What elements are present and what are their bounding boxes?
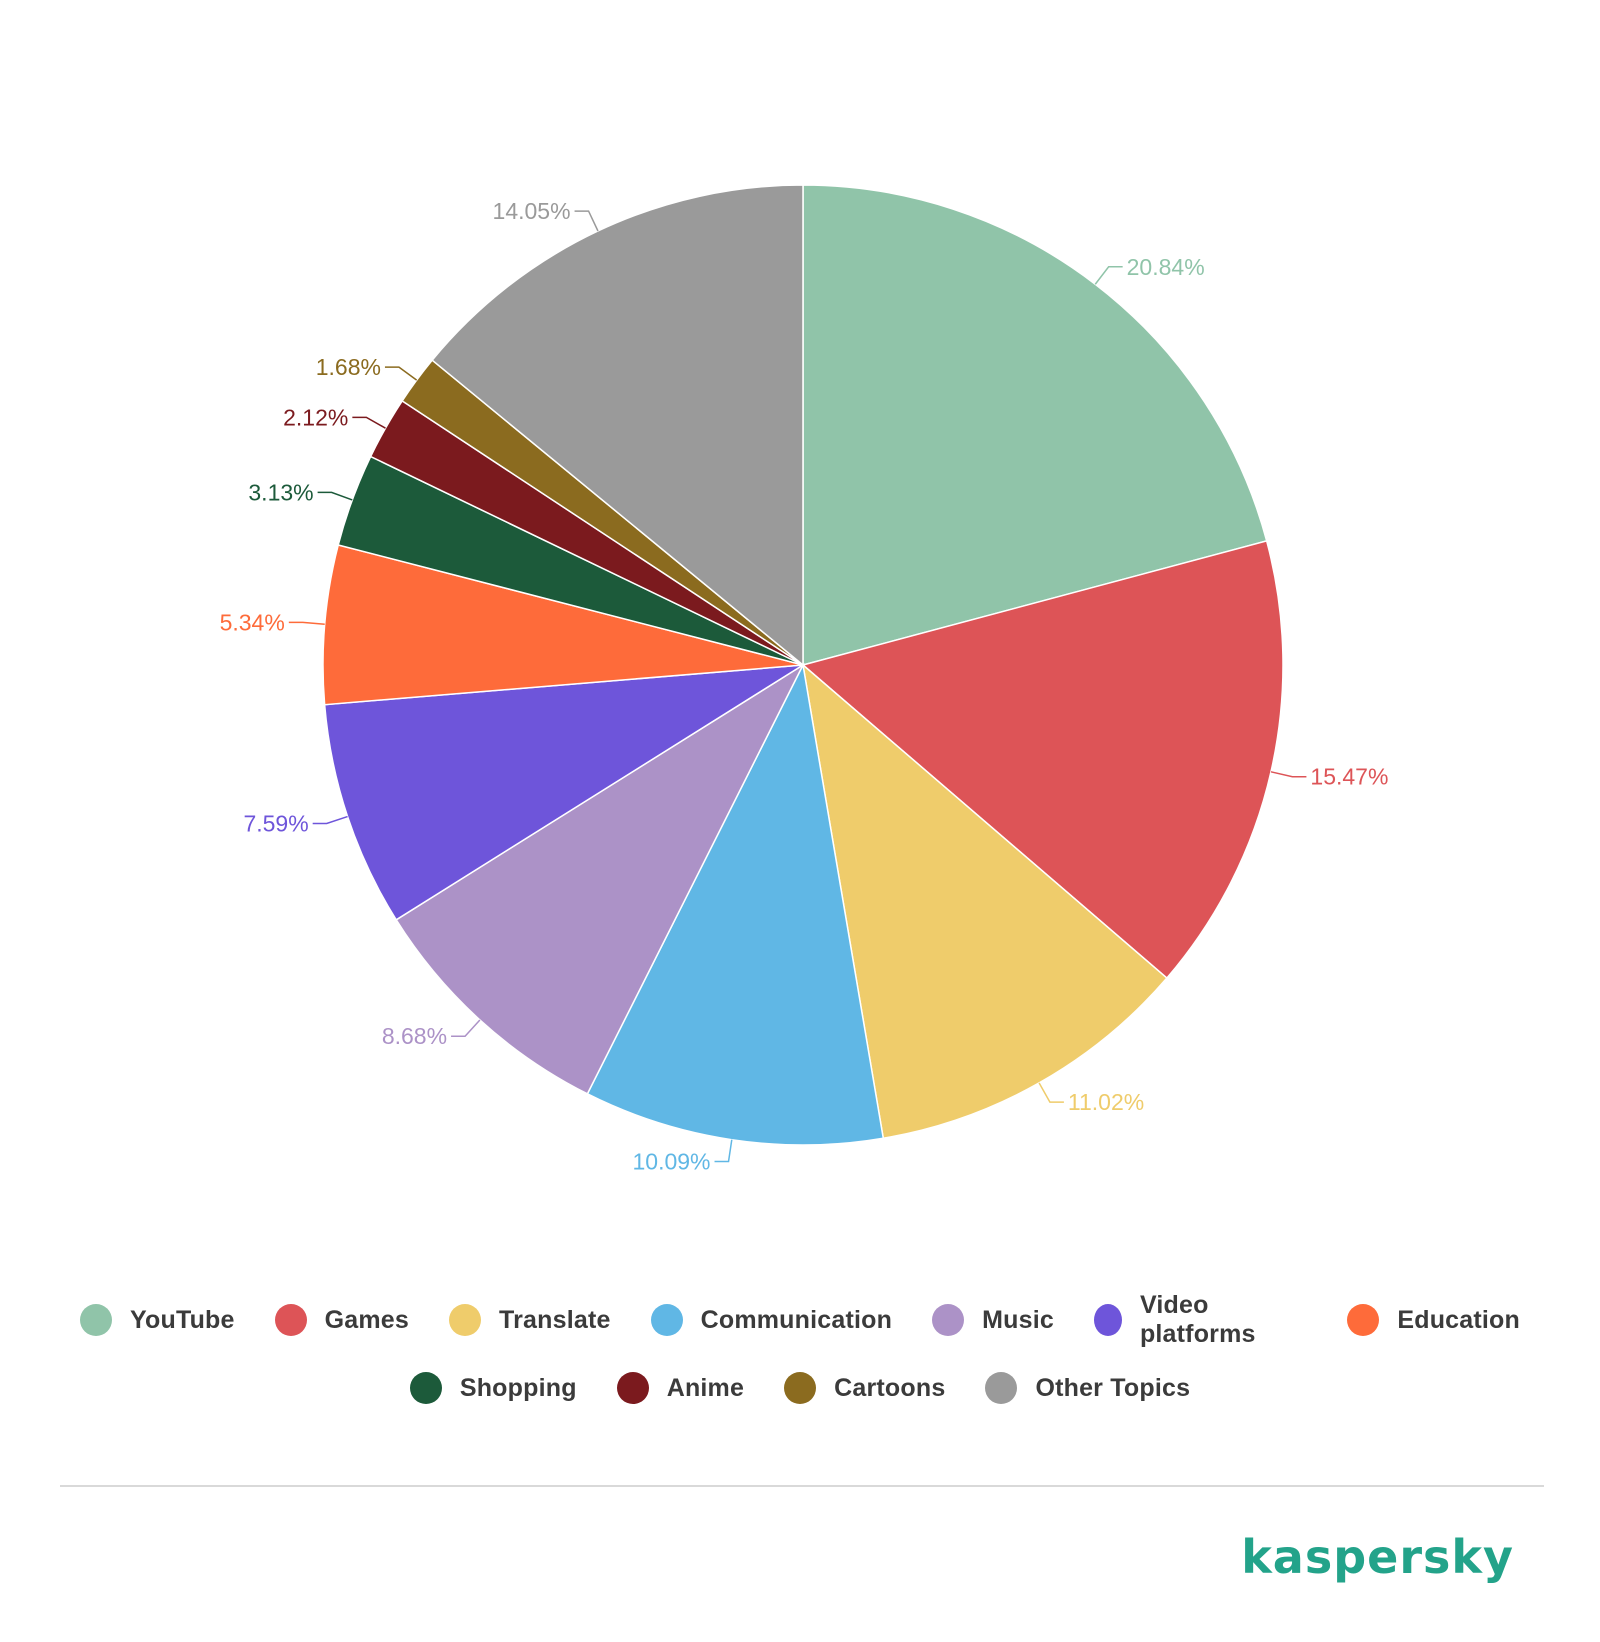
- leader-line-youtube: [1094, 266, 1123, 285]
- legend-item-education: Education: [1347, 1304, 1520, 1336]
- leader-line-education: [288, 621, 325, 626]
- data-label-other-topics: 14.05%: [493, 198, 571, 224]
- data-label-anime: 2.12%: [283, 404, 348, 430]
- leader-line-music: [451, 1019, 481, 1037]
- legend-label: Other Topics: [1035, 1373, 1191, 1402]
- leader-line-shopping: [317, 491, 353, 501]
- data-label-music: 8.68%: [382, 1023, 447, 1049]
- leader-line-games: [1270, 771, 1307, 778]
- leader-line-anime: [352, 416, 386, 429]
- leader-line-other-topics: [574, 210, 599, 232]
- slice-music: [395, 662, 805, 1095]
- legend-dot-icon: [616, 1372, 649, 1404]
- legend-label: Anime: [666, 1373, 745, 1402]
- legend-label: Education: [1397, 1305, 1520, 1334]
- data-label-shopping: 3.13%: [248, 479, 313, 505]
- legend-row: YouTube Games Translate Communication Music V…: [60, 1291, 1540, 1348]
- legend-item-video-platforms: Video platforms: [1093, 1291, 1307, 1349]
- data-label-education: 5.34%: [220, 609, 285, 635]
- data-label-translate: 11.02%: [1068, 1089, 1144, 1115]
- legend-item-other-topics: Other Topics: [985, 1372, 1190, 1404]
- legend-item-games: Games: [274, 1304, 410, 1336]
- legend-item-music: Music: [932, 1304, 1054, 1336]
- legend-label: Music: [982, 1305, 1054, 1334]
- legend-label: Games: [324, 1305, 410, 1334]
- legend-item-youtube: YouTube: [80, 1304, 235, 1336]
- data-label-cartoons: 1.68%: [316, 354, 381, 380]
- legend-dot-icon: [784, 1372, 817, 1404]
- pie-labels: 20.84% 15.47% 11.02% 10.09% 8.68% 7.59% 5.34% 3…: [220, 198, 1389, 1174]
- slice-video-platforms: [323, 664, 804, 921]
- legend-label: Cartoons: [834, 1373, 946, 1402]
- legend-dot-icon: [985, 1372, 1018, 1404]
- pie-chart: 20.84% 15.47% 11.02% 10.09% 8.68% 7.59% 5.34% 3…: [220, 184, 1389, 1174]
- leader-line-video-platforms: [312, 815, 348, 825]
- leader-line-cartoons: [384, 366, 418, 381]
- legend-label: Translate: [499, 1305, 611, 1334]
- slice-youtube: [802, 184, 1268, 666]
- legend-row: Shopping Anime Cartoons Other Topics: [60, 1368, 1540, 1408]
- legend-dot-icon: [80, 1304, 112, 1336]
- legend-dot-icon: [932, 1304, 965, 1336]
- kaspersky-logo: kaspersky: [1241, 1530, 1514, 1584]
- legend-dot-icon: [650, 1304, 683, 1336]
- slice-communication: [586, 662, 885, 1146]
- legend-label: YouTube: [130, 1305, 235, 1334]
- legend-label: Communication: [700, 1305, 893, 1334]
- legend-item-communication: Communication: [650, 1304, 893, 1336]
- data-label-video-platforms: 7.59%: [243, 810, 308, 836]
- slice-education: [322, 544, 804, 706]
- pie-slices: [322, 184, 1284, 1146]
- divider: [60, 1485, 1544, 1487]
- legend-label: Video platforms: [1139, 1291, 1256, 1348]
- legend-dot-icon: [449, 1304, 482, 1336]
- legend-item-anime: Anime: [616, 1372, 745, 1404]
- legend-dot-icon: [1347, 1304, 1380, 1336]
- legend-item-cartoons: Cartoons: [784, 1372, 945, 1404]
- legend: YouTube Games Translate Communication Music V…: [60, 1291, 1540, 1436]
- leader-line-translate: [1038, 1082, 1064, 1103]
- legend-dot-icon: [274, 1304, 307, 1336]
- legend-label: Shopping: [459, 1373, 577, 1402]
- data-label-games: 15.47%: [1310, 764, 1388, 790]
- leader-line-communication: [714, 1139, 733, 1163]
- slice-translate: [801, 663, 1168, 1140]
- legend-dot-icon: [409, 1372, 442, 1404]
- data-label-communication: 10.09%: [633, 1148, 711, 1174]
- data-label-youtube: 20.84%: [1127, 254, 1205, 280]
- legend-item-translate: Translate: [449, 1304, 611, 1336]
- legend-item-shopping: Shopping: [409, 1372, 577, 1404]
- legend-dot-icon: [1093, 1304, 1122, 1336]
